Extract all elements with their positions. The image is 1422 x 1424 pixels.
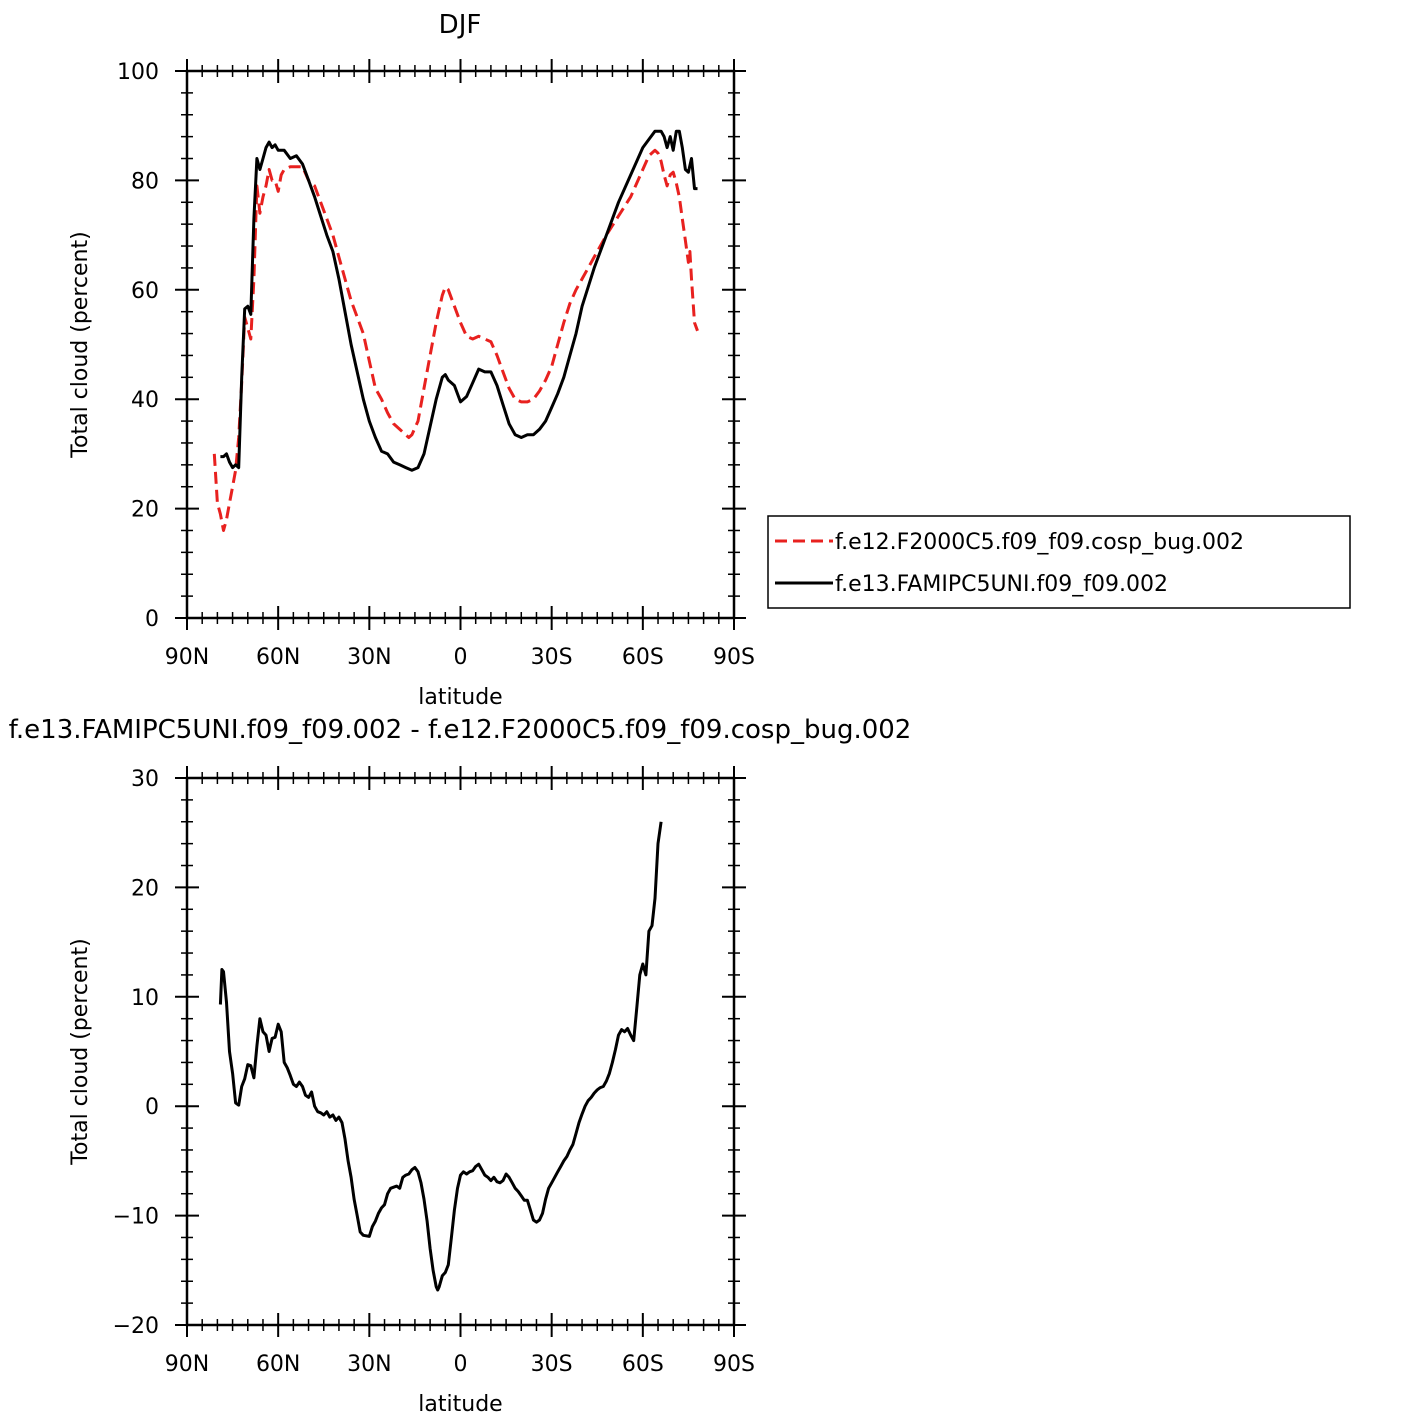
top-series-group bbox=[212, 129, 699, 532]
legend: f.e12.F2000C5.f09_f09.cosp_bug.002 f.e13… bbox=[767, 515, 1351, 609]
x-tick-label: 30N bbox=[347, 645, 391, 670]
bottom-x-axis-title: latitude bbox=[418, 1392, 502, 1417]
series-line-solid bbox=[218, 821, 663, 1292]
x-tick-label: 60S bbox=[622, 1352, 664, 1377]
y-tick-label: 100 bbox=[117, 60, 159, 85]
bottom-chart-title: f.e13.FAMIPC5UNI.f09_f09.002 - f.e12.F20… bbox=[9, 715, 912, 745]
top-x-axis-title: latitude bbox=[418, 685, 502, 710]
top-chart-title: DJF bbox=[439, 10, 482, 40]
legend-box bbox=[767, 515, 1351, 609]
x-tick-label: 60N bbox=[256, 645, 300, 670]
bottom-plot-frame bbox=[185, 776, 736, 1327]
top-x-axis: 90N 60N 30N 0 30S 60S 90S bbox=[165, 59, 755, 670]
x-tick-label: 0 bbox=[454, 1352, 468, 1377]
y-tick-label: 60 bbox=[131, 279, 159, 304]
top-y-axis: 0 20 40 60 80 100 bbox=[117, 60, 746, 632]
x-tick-label: 60N bbox=[256, 1352, 300, 1377]
y-tick-label: 40 bbox=[131, 388, 159, 413]
top-chart: DJF 0 20 40 60 80 100 90N 60N 30N 0 30S 60S 90S lat… bbox=[68, 10, 755, 710]
top-y-axis-title: Total cloud (percent) bbox=[68, 231, 93, 458]
y-tick-label: 20 bbox=[131, 498, 159, 523]
x-tick-label: 30N bbox=[347, 1352, 391, 1377]
bottom-y-axis-title: Total cloud (percent) bbox=[68, 938, 93, 1165]
top-plot-frame bbox=[185, 69, 736, 620]
x-tick-label: 90S bbox=[713, 645, 755, 670]
y-tick-label: 0 bbox=[145, 1095, 159, 1120]
y-tick-label: 80 bbox=[131, 169, 159, 194]
bottom-chart: f.e13.FAMIPC5UNI.f09_f09.002 - f.e12.F20… bbox=[9, 715, 912, 1417]
y-tick-label: 30 bbox=[131, 767, 159, 792]
y-tick-label: −10 bbox=[113, 1205, 159, 1230]
series-line-dashed bbox=[212, 148, 699, 532]
legend-label-dashed: f.e12.F2000C5.f09_f09.cosp_bug.002 bbox=[835, 530, 1244, 555]
y-tick-label: −20 bbox=[113, 1314, 159, 1339]
y-tick-label: 20 bbox=[131, 876, 159, 901]
x-tick-label: 60S bbox=[622, 645, 664, 670]
x-tick-label: 90S bbox=[713, 1352, 755, 1377]
bottom-series-group bbox=[218, 821, 663, 1292]
legend-label-solid: f.e13.FAMIPC5UNI.f09_f09.002 bbox=[835, 572, 1168, 597]
y-tick-label: 10 bbox=[131, 986, 159, 1011]
y-tick-label: 0 bbox=[145, 607, 159, 632]
series-line-solid bbox=[220, 129, 698, 472]
x-tick-label: 30S bbox=[531, 1352, 573, 1377]
x-tick-label: 30S bbox=[531, 645, 573, 670]
x-tick-label: 90N bbox=[165, 1352, 209, 1377]
x-tick-label: 90N bbox=[165, 645, 209, 670]
x-tick-label: 0 bbox=[454, 645, 468, 670]
